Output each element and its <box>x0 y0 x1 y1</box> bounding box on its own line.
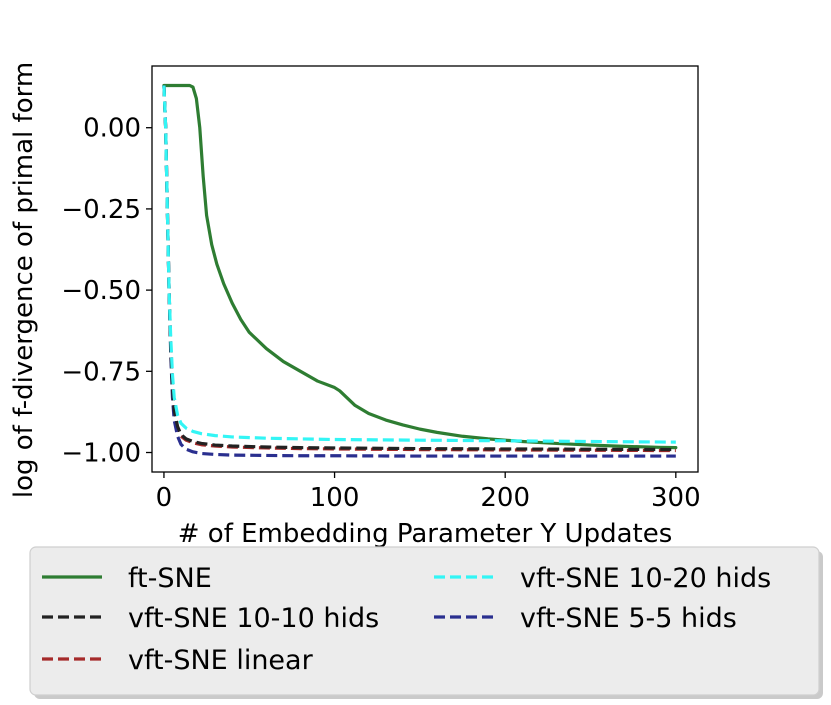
plot-frame <box>151 65 699 473</box>
legend-box <box>29 546 820 696</box>
y-tick-label: −0.25 <box>61 195 141 225</box>
x-tick-label: 300 <box>651 483 701 513</box>
x-axis-label: # of Embedding Parameter Y Updates <box>178 519 673 549</box>
legend-label: vft-SNE 10-20 hids <box>520 563 771 594</box>
legend-label: ft-SNE <box>128 563 212 594</box>
legend-label: vft-SNE 10-10 hids <box>128 603 379 634</box>
x-tick-label: 100 <box>310 483 360 513</box>
y-tick-label: −1.00 <box>61 439 141 469</box>
x-tick-label: 0 <box>156 483 173 513</box>
y-axis-label: log of f-divergence of primal form <box>9 62 39 498</box>
x-axis: 0 100 200 300 <box>156 472 701 513</box>
legend-label: vft-SNE linear <box>128 645 314 676</box>
series-line-2 <box>162 85 676 458</box>
series-line-1 <box>162 85 676 453</box>
y-tick-label: −0.75 <box>61 357 141 387</box>
y-tick-label: 0.00 <box>83 114 141 144</box>
legend-label: vft-SNE 5-5 hids <box>520 603 737 634</box>
x-tick-label: 200 <box>480 483 530 513</box>
series-layer <box>162 83 678 458</box>
series-line-0 <box>162 83 678 450</box>
y-tick-label: −0.50 <box>61 276 141 306</box>
series-line-3 <box>162 85 676 452</box>
y-axis: 0.00 −0.25 −0.50 −0.75 −1.00 <box>61 114 152 469</box>
legend: ft-SNE vft-SNE 10-10 hids vft-SNE linear vf… <box>29 546 823 699</box>
series-line-4 <box>162 85 676 444</box>
